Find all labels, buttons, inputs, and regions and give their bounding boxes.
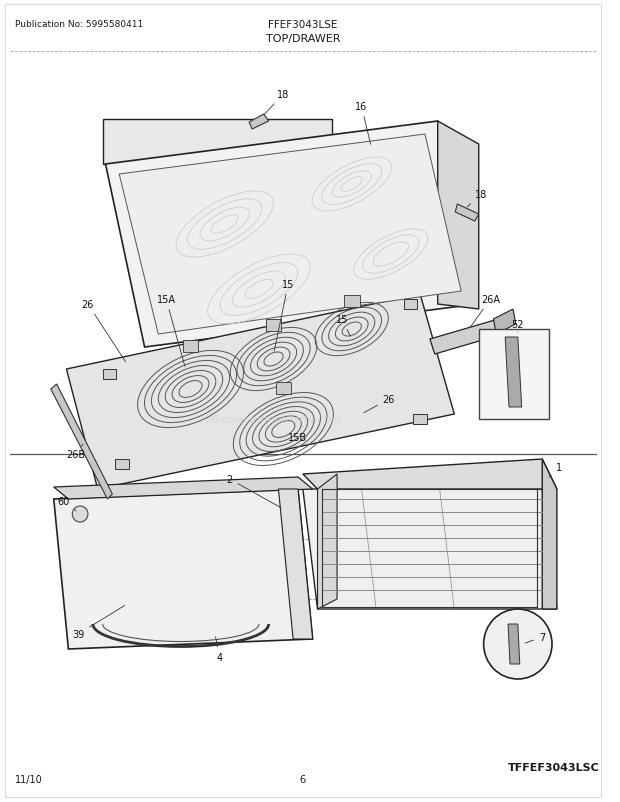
Bar [414, 415, 427, 424]
Bar [115, 460, 129, 469]
Polygon shape [278, 489, 312, 639]
Text: TFFEF3043LSC: TFFEF3043LSC [508, 762, 600, 772]
Polygon shape [54, 477, 312, 500]
Polygon shape [508, 624, 520, 664]
Text: 39: 39 [72, 606, 125, 639]
Polygon shape [438, 122, 479, 310]
Text: 11/10: 11/10 [15, 774, 42, 784]
Polygon shape [494, 310, 516, 334]
Polygon shape [505, 338, 521, 407]
Bar [404, 300, 417, 310]
Polygon shape [102, 119, 332, 164]
Polygon shape [455, 205, 479, 221]
Text: 6: 6 [300, 774, 306, 784]
Polygon shape [51, 384, 112, 500]
Polygon shape [344, 295, 360, 307]
Polygon shape [119, 135, 461, 334]
Text: 26: 26 [82, 300, 125, 363]
Circle shape [484, 610, 552, 679]
Text: 15: 15 [274, 280, 294, 352]
Polygon shape [105, 122, 477, 347]
Polygon shape [275, 383, 291, 395]
Circle shape [73, 506, 88, 522]
Polygon shape [183, 340, 198, 352]
Text: 1: 1 [549, 463, 562, 477]
Text: 15B: 15B [288, 427, 308, 443]
Polygon shape [266, 319, 281, 331]
Text: FFEF3043LSE: FFEF3043LSE [268, 20, 337, 30]
Bar [102, 370, 117, 379]
Polygon shape [430, 320, 503, 354]
Text: TOP/DRAWER: TOP/DRAWER [265, 34, 340, 44]
Polygon shape [303, 460, 557, 489]
Polygon shape [317, 475, 337, 610]
Bar [479, 330, 549, 419]
Text: 2: 2 [226, 475, 281, 508]
Polygon shape [542, 460, 557, 610]
Text: 15A: 15A [157, 294, 185, 367]
Text: 52: 52 [512, 320, 524, 333]
Text: 16: 16 [355, 102, 371, 145]
Text: 15: 15 [336, 314, 350, 337]
Text: 7: 7 [525, 632, 546, 643]
Text: 26A: 26A [471, 294, 500, 327]
Polygon shape [303, 489, 557, 610]
Text: 4: 4 [216, 637, 223, 662]
Polygon shape [249, 115, 268, 130]
Text: 26: 26 [364, 395, 395, 413]
Text: Publication No: 5995580411: Publication No: 5995580411 [15, 20, 143, 29]
Text: eReplacementParts.com: eReplacementParts.com [205, 415, 342, 424]
Polygon shape [54, 489, 312, 649]
Text: 18: 18 [264, 90, 290, 115]
Text: 60: 60 [58, 496, 76, 512]
Text: 18: 18 [467, 190, 487, 208]
Polygon shape [66, 294, 454, 489]
Text: 26B: 26B [66, 444, 86, 460]
